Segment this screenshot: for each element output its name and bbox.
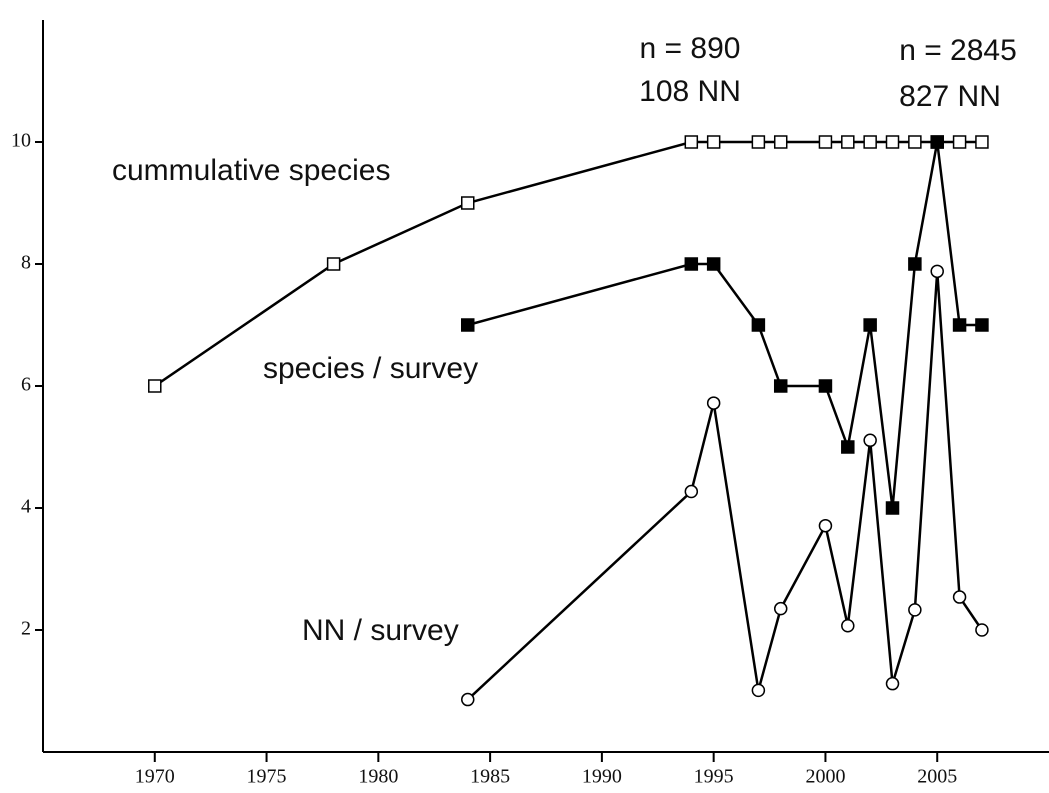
marker xyxy=(706,135,721,149)
y-tick-label: 6 xyxy=(21,374,31,396)
marker xyxy=(684,257,699,271)
marker xyxy=(863,135,877,149)
marker xyxy=(975,623,989,637)
marker xyxy=(751,683,766,698)
marker xyxy=(773,601,788,616)
marker xyxy=(841,135,855,149)
marker xyxy=(148,379,162,393)
x-tick-label: 1990 xyxy=(582,766,622,788)
marker xyxy=(930,264,944,279)
marker xyxy=(908,257,922,271)
marker xyxy=(841,618,855,633)
x-tick-label: 2000 xyxy=(805,766,845,788)
series-label: NN / survey xyxy=(302,614,459,647)
x-tick-label: 1970 xyxy=(135,766,175,788)
marker xyxy=(773,135,788,149)
marker xyxy=(975,318,989,332)
marker xyxy=(841,440,855,454)
y-tick-label: 8 xyxy=(21,252,31,274)
marker xyxy=(818,518,833,533)
marker xyxy=(684,135,699,149)
annotation: 108 NN xyxy=(639,75,741,108)
marker xyxy=(706,257,721,271)
marker xyxy=(975,135,989,149)
y-tick-label: 4 xyxy=(21,496,31,518)
marker xyxy=(908,135,922,149)
marker xyxy=(461,692,475,707)
marker xyxy=(930,135,944,149)
x-tick-label: 1980 xyxy=(358,766,398,788)
marker xyxy=(885,501,900,515)
marker xyxy=(706,396,721,410)
marker xyxy=(773,379,788,393)
x-tick-label: 1995 xyxy=(694,766,734,788)
annotation: 827 NN xyxy=(899,80,1001,113)
marker xyxy=(863,318,877,332)
marker xyxy=(461,196,475,210)
marker xyxy=(952,318,967,332)
marker xyxy=(818,135,833,149)
x-tick-label: 1985 xyxy=(470,766,510,788)
marker xyxy=(818,379,833,393)
marker xyxy=(885,676,900,691)
marker xyxy=(751,318,766,332)
series-line xyxy=(466,271,983,701)
series-label: species / survey xyxy=(263,352,478,385)
y-tick-label: 2 xyxy=(21,618,31,640)
series-label: cummulative species xyxy=(112,154,390,187)
marker xyxy=(885,135,900,149)
marker xyxy=(952,135,967,149)
marker xyxy=(684,484,699,499)
marker xyxy=(461,318,475,332)
x-tick-label: 1975 xyxy=(247,766,287,788)
marker xyxy=(863,433,877,448)
marker xyxy=(326,257,341,271)
annotation: n = 890 xyxy=(640,32,741,65)
marker xyxy=(908,603,922,617)
marker xyxy=(952,590,967,604)
x-tick-label: 2005 xyxy=(917,766,957,788)
annotation: n = 2845 xyxy=(899,34,1017,67)
y-tick-label: 10 xyxy=(11,130,31,152)
series-line xyxy=(467,141,982,509)
marker xyxy=(751,135,766,149)
